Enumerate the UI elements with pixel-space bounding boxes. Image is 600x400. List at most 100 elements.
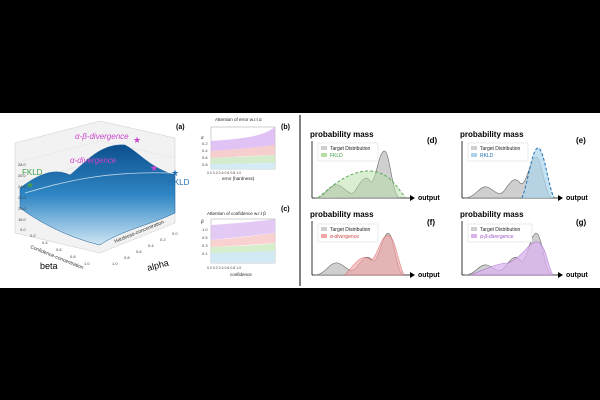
- panel-a-label: (a): [176, 124, 185, 131]
- panel-f-xlabel: output: [418, 272, 440, 279]
- z-tick-28: 28.0: [18, 162, 27, 167]
- panel-g-ylabel: probability mass: [460, 210, 524, 219]
- panel-e-xlabel: output: [566, 195, 588, 202]
- panel-g-label: (g): [576, 218, 587, 227]
- alpha-tick-4: 0.2: [160, 237, 166, 242]
- panel-c-band-red: [211, 233, 275, 247]
- panel-b-label: (b): [281, 124, 290, 131]
- z-tick-20: 20.0: [18, 206, 27, 211]
- beta-tick-4: 0.8: [70, 254, 76, 259]
- beta-tick-3: 0.6: [56, 247, 62, 252]
- rkld-label: RKLD: [168, 178, 190, 187]
- panel-e-arrow: [558, 195, 563, 201]
- alpha-beta-div-star: ★: [133, 135, 141, 145]
- panel-c-title: Attention of confidence w.r.t β: [207, 211, 266, 216]
- panel-b-xticks: 0.0 0.2 0.4 0.6 0.8 1.0: [207, 171, 241, 175]
- panel-d: probability mass (d) output Target Distr…: [310, 130, 440, 202]
- alpha-tick-2: 0.6: [136, 249, 142, 254]
- panel-g-legend: [467, 223, 533, 243]
- z-tick-22: 22.0: [18, 195, 27, 200]
- fkld-star: ★: [26, 180, 34, 190]
- panel-g-legend-swatch-1: [471, 234, 477, 238]
- panel-b: Attention of error w.r.t α (b) α 0.2 0.4…: [201, 117, 290, 181]
- panel-f-legend-0: Target Distribution: [330, 227, 371, 233]
- beta-tick-2: 0.4: [42, 240, 48, 245]
- alpha-tick-3: 0.4: [148, 243, 154, 248]
- panel-e-ylabel: probability mass: [460, 130, 524, 139]
- panel-g-arrow: [558, 272, 563, 278]
- surface-ridge: [24, 172, 171, 194]
- alpha-tick-0: 1.0: [112, 261, 118, 266]
- panel-e-legend-0: Target Distribution: [480, 146, 521, 152]
- rkld-star: ★: [171, 168, 179, 178]
- panel-e-approx: [521, 147, 555, 199]
- panel-e-label: (e): [576, 136, 586, 145]
- figure-svg: 28.0 26.0 24.0 22.0 20.0 18.0 (a) α-β-di…: [14, 115, 588, 286]
- panel-g: probability mass (g) output Target Distr…: [460, 210, 588, 279]
- panel-c-ytick-2: 0.3: [202, 243, 208, 248]
- alpha-tick-5: 0.0: [172, 231, 178, 236]
- panel-c-ytick-0: 1.0: [202, 227, 208, 232]
- panel-e-legend-swatch-0: [471, 146, 477, 150]
- panel-f-legend-swatch-0: [321, 227, 327, 231]
- panel-f-arrow: [410, 272, 415, 278]
- panel-d-arrow: [410, 195, 415, 201]
- panel-b-ytick-2: 0.6: [202, 155, 208, 160]
- panel-d-label: (d): [427, 136, 438, 145]
- panel-d-legend: [317, 142, 379, 162]
- panel-g-xlabel: output: [566, 272, 588, 279]
- panel-c-ytick-3: 0.1: [202, 251, 208, 256]
- panel-b-ytick-3: 0.8: [202, 162, 208, 167]
- panel-d-legend-swatch-0: [321, 146, 327, 150]
- panel-d-xlabel: output: [418, 195, 440, 202]
- beta-axis-label: beta: [40, 261, 58, 271]
- panel-f-approx: [344, 234, 405, 276]
- panel-c-label: (c): [281, 206, 290, 213]
- panel-c-ytick-1: 0.5: [202, 235, 208, 240]
- panel-a: 28.0 26.0 24.0 22.0 20.0 18.0 (a) α-β-di…: [14, 120, 190, 273]
- panel-d-legend-0: Target Distribution: [330, 146, 371, 152]
- panel-d-approx-fill: [318, 171, 405, 198]
- panel-f-ylabel: probability mass: [310, 210, 374, 219]
- alpha-tick-1: 0.8: [124, 255, 130, 260]
- panel-b-ytick-1: 0.4: [202, 148, 208, 153]
- beta-tick-0: 0.0: [20, 227, 26, 232]
- panel-d-legend-swatch-1: [321, 153, 327, 157]
- fkld-label: FKLD: [22, 168, 43, 177]
- panel-e: probability mass (e) output Target Distr…: [460, 130, 588, 202]
- z-tick-24: 24.0: [18, 184, 27, 189]
- alpha-div-label: α-divergence: [70, 156, 117, 165]
- alpha-div-star: ★: [150, 163, 158, 173]
- panel-c-band-purple: [211, 219, 275, 240]
- panel-g-legend-swatch-0: [471, 227, 477, 231]
- panel-b-xlabel: error (hardness): [222, 176, 255, 181]
- panel-f-legend: [317, 223, 379, 243]
- z-tick-18: 18.0: [18, 217, 27, 222]
- panel-e-legend: [467, 142, 529, 162]
- panel-c-band-green: [211, 243, 275, 253]
- panel-b-ylabel: α: [201, 135, 204, 140]
- alpha-axis-label: alpha: [146, 258, 170, 273]
- panel-e-legend-1: RKLD: [480, 153, 494, 159]
- panel-c-xlabel: confidence: [230, 272, 252, 277]
- panel-f-legend-1: α-divergence: [330, 234, 359, 240]
- panel-g-legend-0: Target Distribution: [480, 227, 521, 233]
- panel-f: probability mass (f) output Target Distr…: [310, 210, 440, 279]
- panel-f-legend-swatch-1: [321, 234, 327, 238]
- panel-b-band-green: [211, 155, 275, 164]
- panel-b-band-purple: [211, 127, 275, 151]
- panel-d-ylabel: probability mass: [310, 130, 374, 139]
- panel-b-band-red: [211, 145, 275, 158]
- panel-d-legend-1: FKLD: [330, 153, 343, 159]
- beta-tick-5: 1.0: [84, 261, 90, 266]
- panel-b-ytick-0: 0.2: [202, 141, 208, 146]
- surface: [19, 144, 176, 246]
- panel-c-ylabel: β: [200, 219, 204, 224]
- panel-e-approx-fill: [522, 148, 554, 198]
- z-tick-26: 26.0: [18, 173, 27, 178]
- panel-c-xticks: 0.0 0.2 0.4 0.6 0.8 1.0: [207, 266, 241, 270]
- panel-c-band-blue: [211, 251, 275, 263]
- panel-g-approx: [469, 241, 554, 276]
- panel-g-legend-1: α-β-divergence: [480, 234, 514, 240]
